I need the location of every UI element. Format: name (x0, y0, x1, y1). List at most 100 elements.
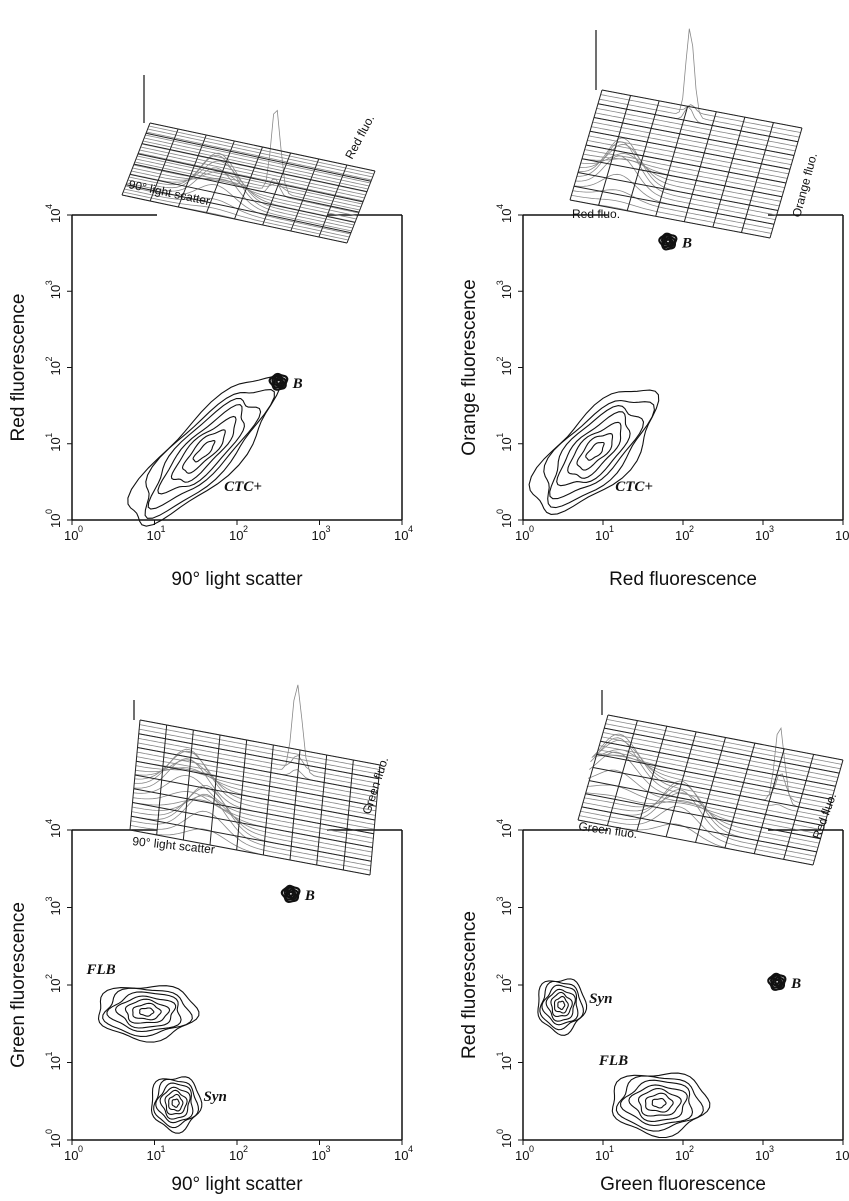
histogram-grid-line (581, 806, 817, 853)
contour-line (271, 374, 287, 389)
histogram-surface-line (131, 787, 372, 858)
y-tick-exponent: 1 (495, 433, 505, 438)
y-tick-exponent: 1 (44, 1051, 54, 1056)
population-syn: Syn (537, 978, 613, 1036)
x-tick-label: 10 (835, 1148, 849, 1163)
contour-line (651, 1098, 667, 1109)
histogram-grid-line (585, 793, 821, 840)
histogram-axis-label-x: Red fluo. (572, 207, 620, 221)
y-tick-label: 10 (48, 437, 63, 451)
x-tick-exponent: 0 (529, 524, 534, 534)
x-axis-title: 90° light scatter (171, 1174, 303, 1195)
histogram-grid-line (597, 103, 799, 143)
contour-line (537, 978, 588, 1036)
contour-line (541, 984, 579, 1026)
histogram-grid-line (234, 146, 263, 220)
contour-line (127, 376, 282, 527)
x-tick-exponent: 3 (326, 1144, 331, 1154)
y-tick-label: 10 (499, 901, 514, 915)
x-tick-label: 10 (515, 1148, 529, 1163)
histogram-grid-line (592, 767, 829, 813)
histogram-grid-line (569, 199, 771, 239)
y-tick-exponent: 4 (44, 819, 54, 824)
contour-line (557, 1000, 566, 1010)
histogram-axis-label-x: 90° light scatter (132, 834, 216, 857)
y-tick-exponent: 0 (495, 1129, 505, 1134)
y-tick-label-group: 100 (495, 1129, 514, 1148)
x-tick-label: 10 (675, 528, 689, 543)
histogram-grid-line (145, 132, 372, 182)
contour-line (528, 389, 660, 515)
y-tick-label-group: 100 (44, 1129, 63, 1148)
histogram-grid-line (136, 760, 377, 807)
contour-line (611, 1072, 711, 1139)
y-tick-label-group: 104 (495, 204, 514, 223)
contour-line (153, 1078, 200, 1129)
x-tick-label: 10 (64, 1148, 78, 1163)
population-label: B (304, 888, 315, 904)
histogram-surface-line (132, 167, 358, 217)
histogram-grid-line (318, 164, 348, 238)
contour-line (171, 1098, 180, 1108)
contour-line (147, 397, 262, 510)
histogram-grid-line (125, 184, 352, 234)
histogram-grid-line (577, 819, 814, 866)
x-tick-label: 10 (675, 1148, 689, 1163)
histogram-grid-line (607, 714, 844, 761)
histogram-grid-line (133, 163, 360, 213)
histogram-surface-line (599, 28, 800, 138)
x-tick-exponent: 4 (408, 524, 413, 534)
contour-line (545, 988, 576, 1022)
y-tick-exponent: 0 (44, 509, 54, 514)
histogram-surface-line (130, 793, 371, 867)
x-tick-label: 10 (229, 528, 243, 543)
y-tick-exponent: 3 (495, 896, 505, 901)
histogram-grid-line (601, 89, 803, 129)
contour-line (268, 372, 289, 391)
y-tick-label: 10 (48, 209, 63, 223)
y-tick-label: 10 (48, 979, 63, 993)
contour-line (150, 1076, 203, 1134)
x-tick-label: 10 (835, 528, 849, 543)
histogram-surface-line (571, 195, 772, 234)
histogram-surface-line (136, 756, 377, 803)
contour-line (769, 974, 785, 989)
contour-line (539, 980, 584, 1031)
histogram-grid-line (149, 122, 376, 172)
y-tick-label: 10 (48, 285, 63, 299)
contour-line (168, 1093, 184, 1112)
x-tick-label: 10 (595, 1148, 609, 1163)
y-axis-title: Orange fluorescence (459, 279, 480, 455)
histogram-surface-line (132, 791, 373, 844)
histogram-surface-line (139, 728, 380, 775)
y-tick-label: 10 (48, 361, 63, 375)
contour-line (139, 1007, 155, 1017)
population-label: CTC+ (615, 479, 653, 495)
x-tick-exponent: 3 (769, 1144, 774, 1154)
histogram-surface-line (135, 765, 376, 812)
histogram-surface-line (137, 751, 378, 798)
contour-line (660, 234, 676, 249)
y-tick-label-group: 102 (495, 356, 514, 375)
y-tick-label-group: 102 (44, 974, 63, 993)
contour-line (155, 1082, 194, 1124)
histogram-axis-label-y: Orange fluo. (789, 151, 820, 218)
y-axis-title: Red fluorescence (8, 294, 29, 442)
y-tick-label-group: 103 (495, 896, 514, 915)
y-tick-label-group: 101 (44, 433, 63, 452)
contour-line (658, 232, 678, 251)
x-tick-exponent: 2 (689, 1144, 694, 1154)
x-tick-label: 10 (229, 1148, 243, 1163)
x-tick-exponent: 2 (689, 524, 694, 534)
x-axis-title: Green fluorescence (600, 1174, 766, 1195)
histogram-surface-line (592, 121, 793, 161)
population-label: B (790, 976, 801, 992)
histogram-grid-line (134, 774, 376, 821)
y-tick-exponent: 3 (44, 280, 54, 285)
contour-line (620, 1079, 694, 1127)
histogram-grid-line (132, 802, 373, 848)
y-tick-label: 10 (48, 901, 63, 915)
y-tick-exponent: 4 (44, 204, 54, 209)
